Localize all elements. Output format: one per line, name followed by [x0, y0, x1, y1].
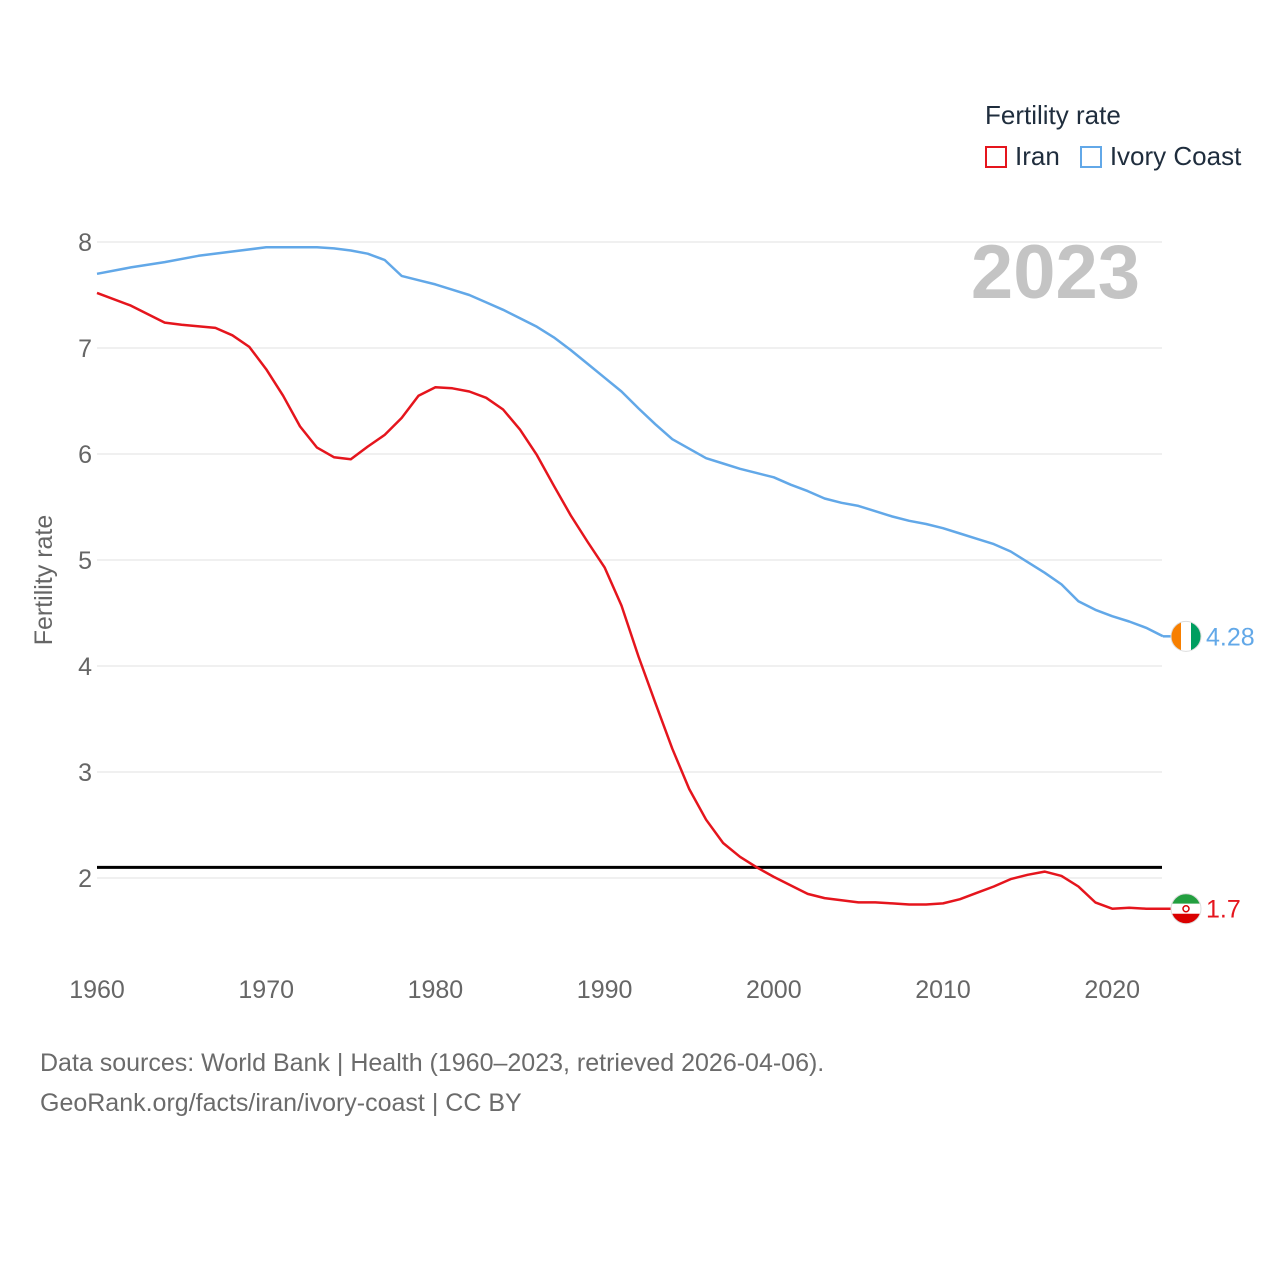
y-tick-label-8: 8 [78, 229, 92, 257]
y-tick-label-6: 6 [78, 441, 92, 469]
legend-item-ivory-coast[interactable]: Ivory Coast [1079, 141, 1242, 172]
x-tick-label-2000: 2000 [746, 976, 802, 1004]
legend-label-iran: Iran [1015, 141, 1060, 171]
x-tick-label-1970: 1970 [238, 976, 294, 1004]
flag-border-ivory-coast [1170, 620, 1202, 652]
legend: Fertility rate Iran Ivory Coast [985, 100, 1261, 172]
y-tick-label-3: 3 [78, 759, 92, 787]
y-axis-ticks: 2 3 4 5 6 7 8 [78, 229, 92, 893]
x-tick-label-2010: 2010 [915, 976, 971, 1004]
data-sources-text: Data sources: World Bank | Health (1960–… [40, 1049, 825, 1077]
legend-title: Fertility rate [985, 100, 1121, 130]
x-tick-label-1990: 1990 [577, 976, 633, 1004]
current-year-label: 2023 [971, 230, 1140, 315]
y-tick-label-7: 7 [78, 335, 92, 363]
y-axis-title: Fertility rate [30, 515, 58, 646]
x-tick-label-2020: 2020 [1084, 976, 1140, 1004]
series-lines [96, 246, 1164, 910]
flag-icon-iran [1171, 893, 1201, 924]
series-line-ivory-coast [96, 246, 1164, 638]
legend-swatch-iran [985, 145, 1007, 168]
x-axis-ticks: 1960 1970 1980 1990 2000 2010 2020 [69, 976, 1140, 1004]
y-tick-label-4: 4 [78, 653, 92, 681]
legend-item-iran[interactable]: Iran [985, 141, 1060, 172]
x-tick-label-1960: 1960 [69, 976, 125, 1004]
flag-icon-ivory-coast [1171, 621, 1201, 652]
series-line-iran [96, 291, 1163, 910]
source-link-text[interactable]: GeoRank.org/facts/iran/ivory-coast | CC … [40, 1089, 522, 1117]
flag-border-iran [1170, 893, 1202, 925]
end-value-label-ivory-coast: 4.28 [1206, 623, 1255, 651]
end-markers: 1.7 4.28 [1163, 620, 1255, 925]
gridlines [97, 241, 1162, 879]
footer: Data sources: World Bank | Health (1960–… [40, 1043, 824, 1123]
y-tick-label-5: 5 [78, 547, 92, 575]
legend-items: Iran Ivory Coast [985, 141, 1261, 172]
legend-label-ivory-coast: Ivory Coast [1109, 141, 1242, 171]
y-tick-label-2: 2 [78, 865, 92, 893]
x-tick-label-1980: 1980 [408, 976, 464, 1004]
end-value-label-iran: 1.7 [1206, 896, 1241, 924]
legend-swatch-ivory-coast [1079, 145, 1102, 168]
